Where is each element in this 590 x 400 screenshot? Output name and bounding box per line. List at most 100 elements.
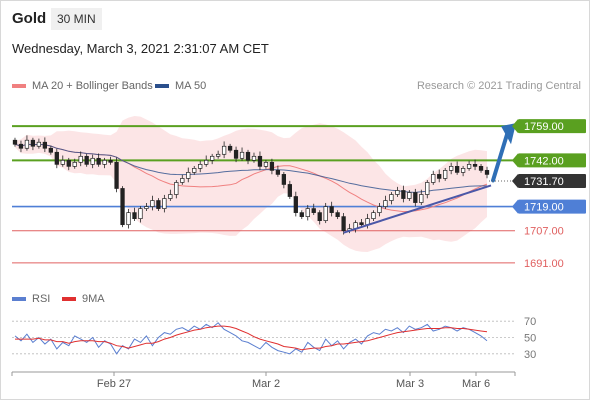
candle-down: [437, 174, 442, 179]
candle-up: [192, 168, 197, 173]
candle-down: [413, 192, 418, 203]
candle-up: [449, 166, 454, 171]
candle-up: [305, 208, 310, 217]
candle-down: [84, 155, 89, 165]
candle-up: [389, 194, 394, 201]
ma50-line: [14, 143, 487, 193]
rsi-ma-label: 9MA: [82, 293, 105, 305]
candle-up: [60, 159, 65, 165]
legend-rsi: RSI: [12, 293, 50, 305]
candle-down: [401, 190, 406, 199]
candle-down: [299, 212, 304, 217]
current-price-tag-box: [518, 174, 586, 189]
x-tick-label: Feb 27: [97, 378, 131, 390]
candle-down: [42, 141, 48, 149]
candle-down: [478, 166, 484, 171]
candle-up: [466, 163, 472, 169]
candle-up: [144, 206, 149, 209]
candle-down: [132, 212, 137, 219]
target-arrow-shaft: [491, 129, 510, 183]
candle-up: [204, 159, 209, 165]
candle-down: [293, 196, 298, 213]
candle-up: [168, 194, 173, 199]
x-tick-label: Mar 6: [462, 378, 490, 390]
candle-down: [156, 200, 161, 209]
candle-up: [78, 155, 83, 163]
candle-down: [257, 155, 263, 167]
candle-up: [407, 192, 412, 199]
candle-up: [371, 212, 376, 219]
candle-up: [162, 198, 167, 209]
resistance-tag-2-pointer: [512, 153, 518, 168]
pivot-tag: 1719.00: [524, 202, 564, 214]
rsi-swatch: [12, 297, 26, 301]
candle-up: [150, 200, 155, 207]
candle-up: [174, 182, 179, 195]
candle-down: [96, 157, 101, 165]
support-tag-1: 1707.00: [524, 226, 564, 238]
legend-rsi-ma: 9MA: [62, 293, 105, 305]
pivot-tag-pointer: [512, 199, 518, 214]
legend-ma50: MA 50: [155, 80, 206, 92]
datetime-label: Wednesday, March 3, 2021 2:31:07 AM CET: [12, 41, 269, 56]
candle-up: [138, 208, 143, 219]
candle-down: [472, 163, 478, 167]
rsi-tick-30: 30: [524, 349, 536, 361]
candle-down: [66, 159, 71, 167]
candle-down: [48, 147, 53, 153]
bollinger-bands: [15, 116, 487, 252]
candle-down: [120, 188, 125, 226]
candle-up: [180, 178, 185, 183]
candle-up: [239, 151, 245, 159]
current-price-tag: 1731.70: [524, 176, 564, 188]
candle-up: [383, 200, 388, 207]
candle-up: [186, 172, 191, 179]
candle-down: [484, 170, 490, 175]
candle-down: [269, 161, 275, 171]
candle-up: [198, 163, 203, 169]
rsi-ma-line: [15, 325, 488, 351]
candle-down: [30, 139, 36, 147]
candle-up: [431, 174, 436, 183]
candle-up: [102, 159, 107, 165]
target-arrow-head: [501, 123, 516, 145]
legend-ma20: MA 20 + Bollinger Bands: [12, 80, 153, 92]
resistance-tag-1-pointer: [512, 119, 518, 134]
candle-down: [311, 208, 316, 213]
candle-down: [12, 139, 18, 145]
ma20-label: MA 20 + Bollinger Bands: [32, 80, 153, 92]
rsi-ma-swatch: [62, 297, 76, 301]
candle-up: [443, 170, 448, 179]
candle-up: [395, 190, 400, 195]
candle-up: [36, 141, 42, 147]
candle-up: [263, 161, 269, 167]
candle-up: [72, 161, 77, 167]
candle-down: [335, 212, 340, 217]
timeframe-badge[interactable]: 30 MIN: [51, 8, 102, 30]
candle-down: [227, 145, 233, 151]
current-price-tag-pointer: [512, 174, 518, 189]
candle-up: [323, 206, 328, 222]
candle-down: [54, 151, 59, 165]
candle-up: [251, 155, 257, 161]
resistance-tag-2: 1742.00: [524, 155, 564, 167]
ma20-swatch: [12, 84, 26, 88]
trend-line: [343, 184, 492, 234]
rsi-tick-70: 70: [524, 316, 536, 328]
candle-down: [233, 149, 239, 159]
candle-down: [275, 170, 281, 175]
candle-down: [18, 143, 24, 149]
candle-down: [359, 222, 364, 226]
candle-down: [245, 151, 251, 161]
instrument-title: Gold: [12, 10, 47, 27]
rsi-line: [14, 322, 488, 355]
candle-up: [24, 139, 30, 149]
candle-up: [460, 168, 466, 173]
candle-down: [454, 166, 460, 173]
x-tick-label: Mar 3: [396, 378, 424, 390]
rsi-label: RSI: [32, 293, 51, 305]
resistance-tag-1-box: [518, 119, 586, 134]
candle-down: [317, 212, 322, 222]
candle-up: [90, 157, 95, 165]
